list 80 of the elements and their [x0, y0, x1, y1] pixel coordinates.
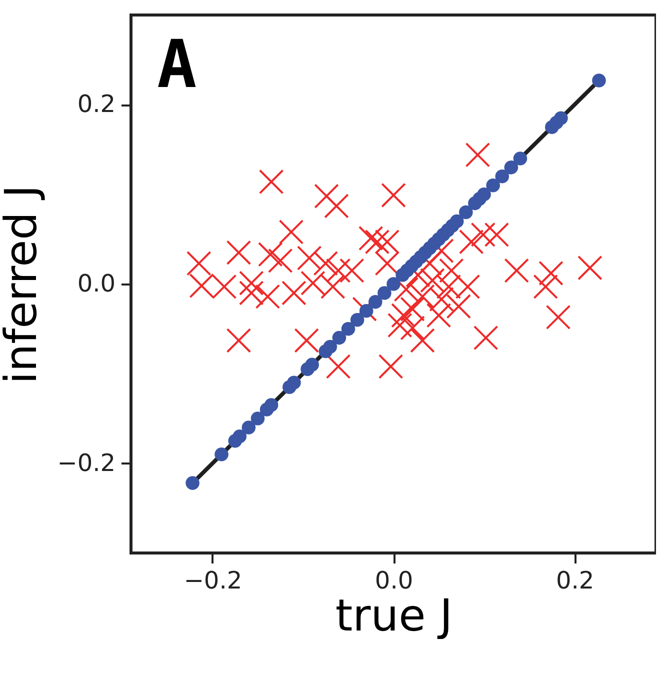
point — [378, 286, 392, 300]
point — [554, 111, 568, 125]
point — [282, 280, 306, 306]
point — [186, 476, 200, 490]
point — [513, 152, 528, 166]
point — [226, 240, 252, 266]
x-tick-label: 0.2 — [556, 566, 594, 594]
point — [238, 280, 264, 306]
point — [296, 246, 322, 270]
annotation: A — [157, 26, 197, 103]
point — [242, 420, 256, 434]
point — [426, 302, 452, 328]
point — [386, 277, 400, 291]
point — [326, 354, 351, 379]
point — [391, 302, 416, 328]
point — [320, 274, 346, 300]
point — [504, 258, 530, 283]
point — [533, 274, 558, 300]
point — [258, 242, 283, 267]
point — [465, 142, 490, 168]
point — [470, 222, 496, 248]
point — [364, 229, 390, 254]
point — [300, 270, 326, 296]
y-tick-label: −0.2 — [57, 448, 116, 477]
point — [477, 187, 491, 202]
y-tick-label: 0.0 — [77, 270, 116, 298]
point — [420, 268, 445, 293]
point — [255, 284, 280, 309]
point — [305, 358, 319, 372]
x-tick-label: −0.2 — [184, 566, 242, 594]
y-tick-label: 0.2 — [77, 90, 116, 118]
point — [339, 258, 364, 283]
point — [324, 194, 349, 218]
point — [368, 295, 382, 309]
point — [400, 316, 425, 340]
point — [326, 258, 351, 283]
point — [374, 229, 400, 254]
point — [400, 296, 425, 322]
point — [387, 312, 412, 338]
point — [214, 447, 228, 462]
point — [439, 258, 464, 283]
point — [446, 294, 472, 319]
point — [495, 170, 510, 184]
point — [358, 226, 384, 251]
point — [226, 328, 252, 353]
point — [250, 412, 265, 426]
point — [287, 376, 301, 390]
point — [232, 430, 247, 444]
point — [538, 260, 564, 286]
y-axis-title: inferred J — [0, 184, 48, 384]
point — [473, 325, 498, 350]
point — [314, 184, 339, 209]
point — [278, 220, 304, 244]
point — [450, 214, 464, 228]
point — [486, 178, 500, 192]
point — [592, 74, 606, 88]
point — [332, 330, 346, 345]
point — [484, 222, 510, 248]
point — [186, 250, 212, 276]
point — [359, 304, 374, 318]
point — [458, 229, 484, 254]
point — [429, 286, 454, 312]
point — [378, 354, 404, 379]
point — [294, 328, 320, 353]
point — [546, 304, 571, 330]
point — [238, 270, 264, 296]
point — [374, 250, 400, 276]
point — [313, 250, 338, 276]
point — [258, 169, 284, 194]
point — [504, 160, 518, 174]
point — [350, 312, 364, 327]
point — [459, 205, 473, 220]
point — [410, 328, 435, 353]
point — [578, 255, 602, 280]
point — [323, 340, 338, 354]
point — [341, 322, 356, 336]
point — [264, 398, 278, 412]
point — [410, 284, 435, 309]
point — [381, 182, 406, 208]
point — [268, 248, 293, 274]
